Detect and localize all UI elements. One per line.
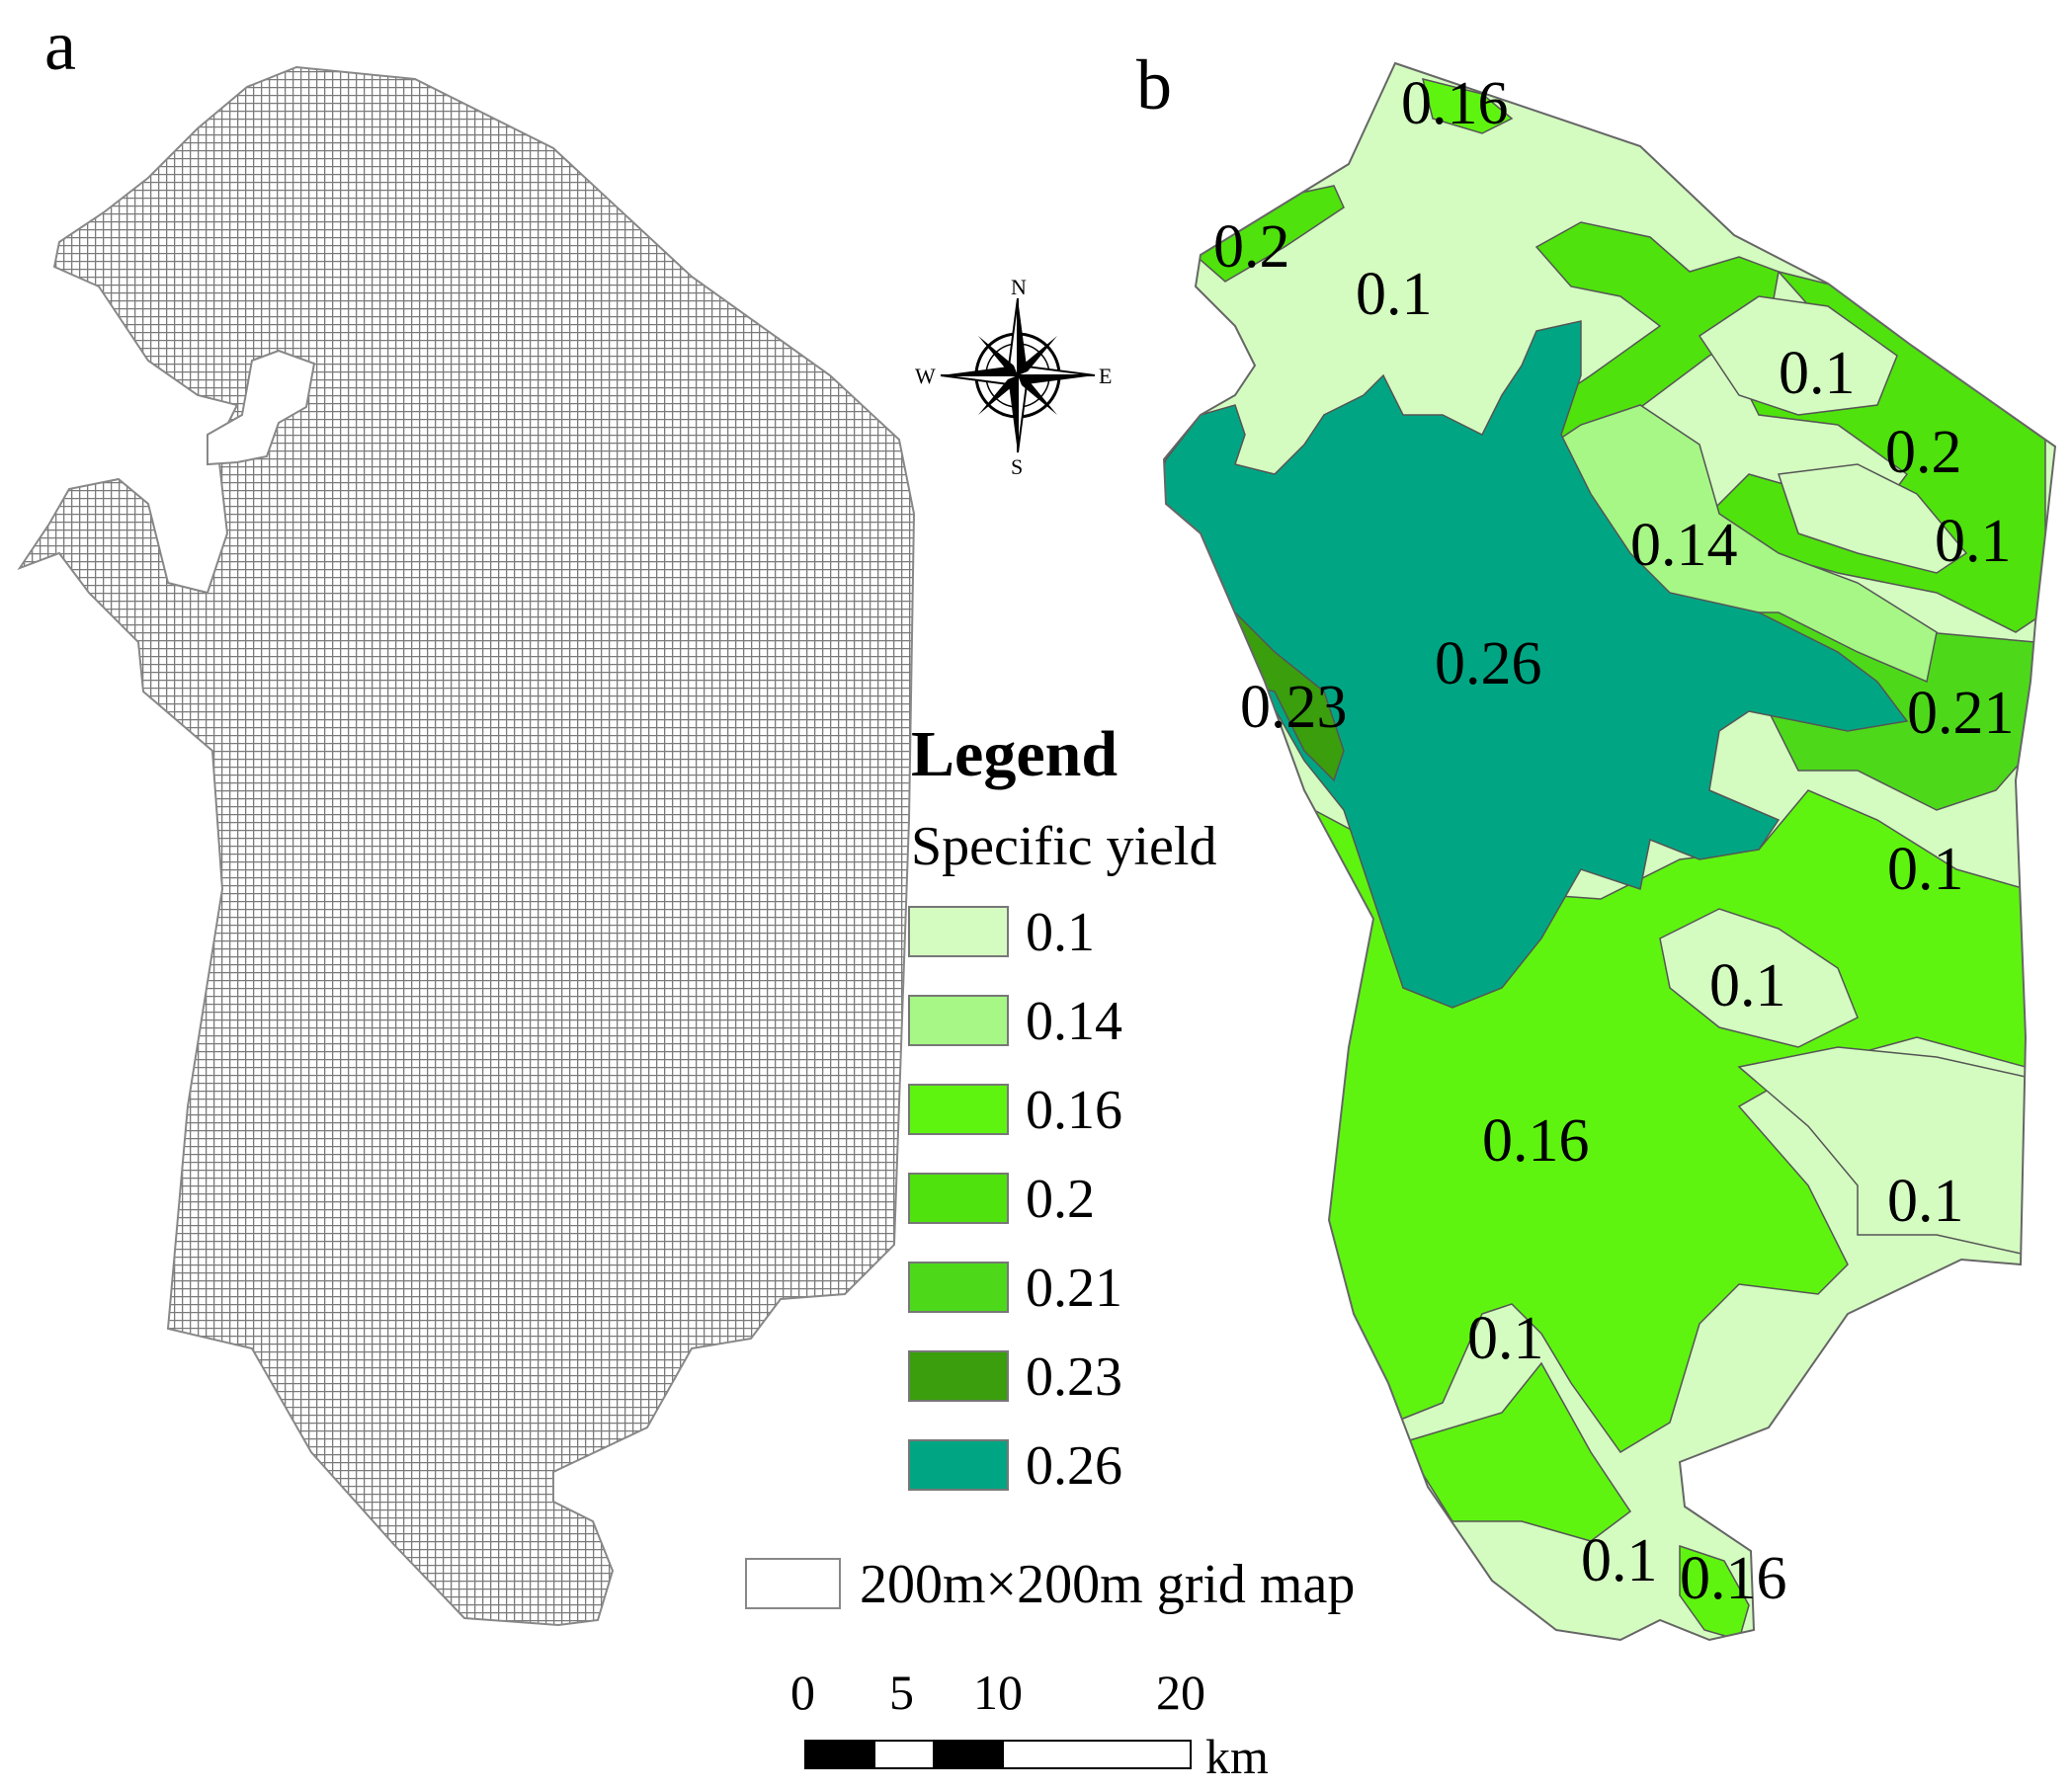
legend-grid-label: 200m×200m grid map xyxy=(860,1554,1355,1615)
zone-label: 0.1 xyxy=(1779,340,1856,407)
zone-label: 0.1 xyxy=(1467,1305,1544,1372)
compass-n: N xyxy=(1011,275,1027,299)
zone-016-south xyxy=(1401,1361,1632,1542)
zone-01-inner-2 xyxy=(1777,463,1968,574)
legend-label: 0.23 xyxy=(1026,1346,1122,1408)
zone-label: 0.16 xyxy=(1680,1545,1787,1612)
legend-label: 0.16 xyxy=(1026,1080,1122,1141)
legend-swatch xyxy=(908,906,1009,957)
zone-01-inner-3 xyxy=(1659,908,1859,1048)
scale-bar: 0 5 10 20 km xyxy=(790,1665,1269,1784)
scale-tick-5: 5 xyxy=(889,1665,914,1720)
scale-seg-2 xyxy=(873,1740,935,1769)
legend-swatch xyxy=(908,1173,1009,1224)
zone-label: 0.1 xyxy=(1356,261,1433,328)
zone-label: 0.1 xyxy=(1581,1527,1658,1594)
specific-yield-map xyxy=(1163,62,2056,1641)
zone-01-inner-1 xyxy=(1698,295,1898,416)
scale-seg-3 xyxy=(933,1740,1004,1769)
scale-tick-0: 0 xyxy=(790,1665,815,1720)
scale-seg-1 xyxy=(804,1740,875,1769)
legend-grid-swatch xyxy=(745,1558,841,1609)
scale-tick-20: 20 xyxy=(1156,1665,1205,1720)
legend-label: 0.1 xyxy=(1026,902,1095,963)
zone-label: 0.26 xyxy=(1435,630,1542,697)
panel-b-label: b xyxy=(1136,45,1172,124)
zone-label: 0.1 xyxy=(1887,836,1964,903)
zone-label: 0.2 xyxy=(1885,419,1962,486)
zone-label: 0.23 xyxy=(1240,674,1348,741)
legend-items: 0.1 0.14 0.16 0.2 0.21 0.23 0.26 xyxy=(908,902,1122,1497)
legend-label: 0.2 xyxy=(1026,1169,1095,1230)
legend-label: 0.14 xyxy=(1026,991,1122,1052)
legend: Legend Specific yield 0.1 0.14 0.16 0.2 0.21… xyxy=(745,718,1355,1615)
zone-01-inner-4 xyxy=(1737,1046,2027,1256)
scale-unit: km xyxy=(1205,1729,1269,1784)
legend-swatch xyxy=(908,1084,1009,1135)
legend-subtitle: Specific yield xyxy=(911,816,1216,877)
lake-cutout xyxy=(207,349,316,466)
legend-label: 0.21 xyxy=(1026,1258,1122,1319)
compass-e: E xyxy=(1099,364,1112,388)
north-arrow-compass: N S E W xyxy=(915,275,1112,479)
legend-swatch xyxy=(908,995,1009,1046)
compass-w: W xyxy=(915,364,936,388)
grid-map-region xyxy=(17,65,916,1627)
legend-swatch xyxy=(908,1350,1009,1402)
zone-label: 0.1 xyxy=(1935,508,2012,575)
zone-label: 0.14 xyxy=(1630,512,1738,579)
zone-label: 0.16 xyxy=(1482,1107,1590,1175)
legend-title: Legend xyxy=(911,718,1118,790)
zone-026 xyxy=(1164,320,1909,1009)
zone-labels: 0.16 0.2 0.1 0.1 0.2 0.1 0.14 0.26 0.23 … xyxy=(1213,70,2015,1612)
zone-label: 0.2 xyxy=(1213,213,1290,281)
scale-tick-10: 10 xyxy=(973,1665,1023,1720)
zone-02-northeast xyxy=(1531,221,1780,446)
legend-swatch xyxy=(908,1262,1009,1313)
zone-label: 0.16 xyxy=(1401,70,1509,137)
zone-label: 0.1 xyxy=(1887,1168,1964,1235)
legend-label: 0.26 xyxy=(1026,1435,1122,1497)
zone-label: 0.1 xyxy=(1709,952,1786,1019)
zone-016-bottom xyxy=(1679,1544,1750,1640)
zone-label: 0.21 xyxy=(1907,680,2015,747)
panel-a-label: a xyxy=(44,6,76,85)
zone-016-top xyxy=(1421,77,1514,134)
legend-swatch xyxy=(908,1439,1009,1491)
compass-s: S xyxy=(1011,454,1023,479)
scale-seg-4 xyxy=(1002,1740,1192,1769)
